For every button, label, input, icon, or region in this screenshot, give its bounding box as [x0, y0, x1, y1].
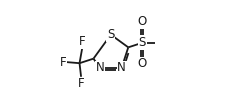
Text: S: S: [138, 36, 145, 49]
Text: N: N: [95, 61, 104, 74]
Text: F: F: [79, 35, 85, 48]
Text: O: O: [137, 15, 146, 28]
Text: F: F: [59, 56, 66, 69]
Text: O: O: [137, 57, 146, 70]
Text: N: N: [117, 61, 126, 74]
Text: S: S: [107, 28, 114, 41]
Text: F: F: [77, 77, 84, 90]
